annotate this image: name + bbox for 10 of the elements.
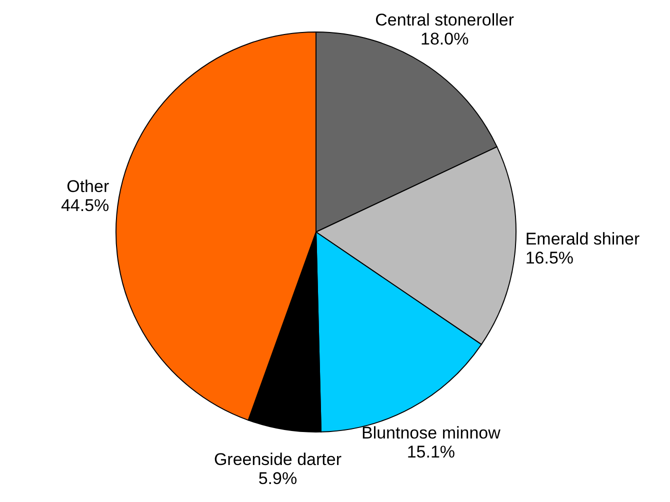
data-label: 18.0% (420, 29, 469, 48)
slice-label: Greenside darter (214, 450, 342, 469)
data-label: 5.9% (258, 468, 298, 488)
data-label: 16.5% (525, 248, 574, 268)
data-label: 44.5% (60, 196, 110, 215)
data-label: 15.1% (406, 442, 456, 462)
slice-label: Bluntnose minnow (362, 424, 502, 443)
slice-label: Central stoneroller (375, 10, 514, 30)
slice-label: Emerald shiner (525, 229, 640, 248)
slice-label: Other (66, 176, 110, 196)
